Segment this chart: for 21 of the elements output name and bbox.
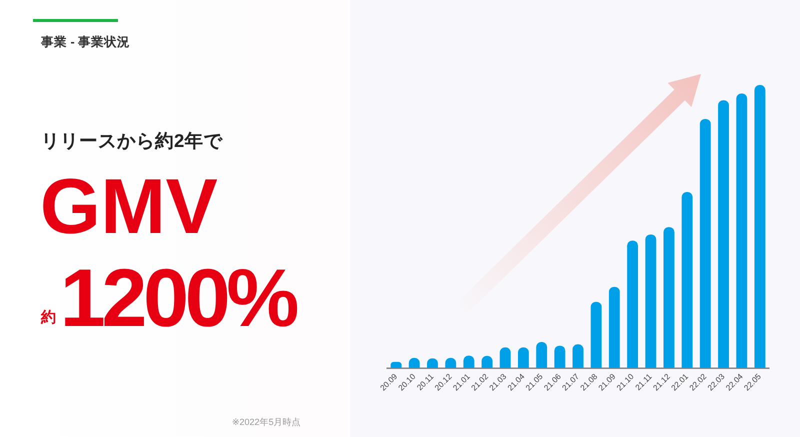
bar [663, 227, 674, 368]
bar [682, 192, 693, 368]
text: 事業 - 事業状況 [41, 35, 130, 50]
text: リリースから約2年で [41, 130, 222, 152]
bar [700, 118, 711, 368]
bar [536, 342, 548, 368]
bar [518, 347, 529, 368]
bar [572, 344, 584, 368]
bar [754, 85, 766, 368]
text: 約 [41, 309, 56, 326]
text: ※2022年5月時点 [232, 417, 301, 427]
bar [608, 286, 620, 368]
bar [500, 347, 511, 368]
text: GMV [40, 162, 218, 250]
bar [554, 346, 566, 368]
bar [590, 302, 602, 368]
bar [718, 100, 729, 368]
bar [645, 234, 656, 368]
bar [627, 240, 638, 368]
text: 1200% [60, 253, 296, 344]
bar [736, 93, 748, 368]
